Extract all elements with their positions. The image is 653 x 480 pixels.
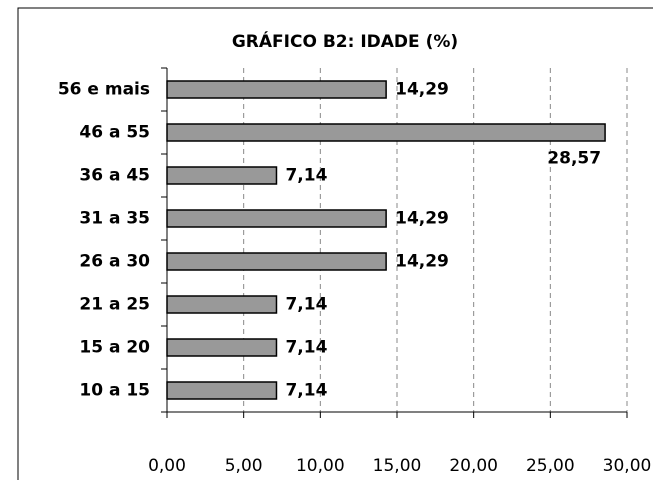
y-tick-label: 46 a 55 <box>79 123 150 143</box>
y-tick-label: 10 a 15 <box>79 381 150 401</box>
value-label: 28,57 <box>547 149 601 169</box>
value-label: 7,14 <box>285 381 327 401</box>
y-tick-label: 56 e mais <box>58 80 150 100</box>
y-tick-label: 15 a 20 <box>79 338 150 358</box>
bar <box>166 338 278 357</box>
y-tick-label: 26 a 30 <box>79 252 150 272</box>
y-tick-label: 31 a 35 <box>79 209 150 229</box>
x-tick-label: 5,00 <box>225 456 263 476</box>
bar <box>166 80 387 99</box>
value-label: 14,29 <box>395 252 449 272</box>
value-label: 14,29 <box>395 209 449 229</box>
bar <box>166 252 387 271</box>
bar <box>166 123 606 142</box>
bar <box>166 381 278 400</box>
x-tick-label: 10,00 <box>296 456 345 476</box>
y-tick-label: 36 a 45 <box>79 166 150 186</box>
value-label: 7,14 <box>285 295 327 315</box>
value-label: 14,29 <box>395 80 449 100</box>
bar <box>166 166 278 185</box>
x-tick-label: 0,00 <box>148 456 186 476</box>
value-label: 7,14 <box>285 166 327 186</box>
x-tick-label: 30,00 <box>603 456 652 476</box>
x-tick-label: 20,00 <box>449 456 498 476</box>
x-tick-label: 15,00 <box>373 456 422 476</box>
bar <box>166 209 387 228</box>
value-label: 7,14 <box>285 338 327 358</box>
chart-title: GRÁFICO B2: IDADE (%) <box>232 30 458 52</box>
y-tick-label: 21 a 25 <box>79 295 150 315</box>
x-tick-label: 25,00 <box>526 456 575 476</box>
bar <box>166 295 278 314</box>
